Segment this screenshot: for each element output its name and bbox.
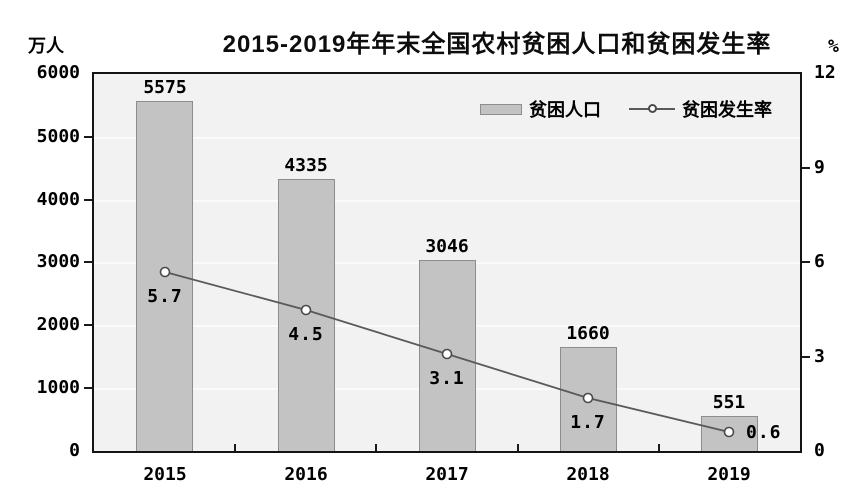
bar-value-label: 3046 (425, 236, 469, 257)
rate-marker-2016 (300, 304, 312, 316)
bar-value-label: 4335 (284, 155, 328, 176)
left-axis-tickmark (84, 324, 92, 326)
right-axis-tick: 0 (814, 440, 825, 461)
right-axis-unit: % (828, 36, 839, 57)
rate-marker-2019 (723, 426, 735, 438)
left-axis-tick: 2000 (36, 314, 80, 335)
right-axis-tickmark (802, 167, 810, 169)
x-axis-tickmark (517, 444, 519, 451)
legend: 贫困人口 贫困发生率 (480, 96, 772, 122)
plot-area: 5575 4335 3046 1660 551 5.7 4.5 3.1 1.7 … (92, 72, 802, 453)
legend-line-label: 贫困发生率 (682, 100, 772, 120)
bar-value-label: 5575 (143, 77, 187, 98)
left-axis-unit: 万人 (28, 36, 64, 56)
legend-item-bar: 贫困人口 (480, 96, 601, 122)
gridline (94, 200, 800, 202)
legend-bar-label: 贫困人口 (529, 100, 601, 120)
left-axis-tick: 3000 (36, 251, 80, 272)
left-axis-tick: 1000 (36, 377, 80, 398)
right-axis-tickmark (802, 261, 810, 263)
x-axis-label: 2017 (425, 464, 469, 485)
left-axis-tick: 4000 (36, 189, 80, 210)
rate-marker-2018 (582, 392, 594, 404)
rate-line-chart (159, 266, 735, 438)
x-axis-label: 2019 (707, 464, 751, 485)
left-axis-tickmark (84, 136, 92, 138)
legend-item-line: 贫困发生率 (629, 96, 772, 122)
right-axis-tickmark (802, 356, 810, 358)
left-axis-tick: 5000 (36, 126, 80, 147)
bar-value-label: 551 (712, 392, 746, 413)
left-axis-tickmark (84, 387, 92, 389)
left-axis-tick: 0 (69, 440, 80, 461)
bar-swatch-icon (480, 103, 522, 115)
rate-value-label: 4.5 (288, 324, 324, 345)
right-axis-tick: 6 (814, 251, 825, 272)
x-axis-label: 2015 (143, 464, 187, 485)
bar-value-label: 1660 (566, 323, 610, 344)
x-axis-tickmark (375, 444, 377, 451)
rate-value-label: 5.7 (147, 286, 183, 307)
left-axis-tick: 6000 (36, 62, 80, 83)
left-axis-tickmark (84, 261, 92, 263)
rate-marker-2015 (159, 266, 171, 278)
left-axis-tickmark (84, 199, 92, 201)
gridline (94, 137, 800, 139)
rate-value-label: 3.1 (429, 368, 465, 389)
line-marker-icon (629, 104, 675, 114)
right-axis-tick: 12 (814, 62, 836, 83)
x-axis-tickmark (658, 444, 660, 451)
x-axis-label: 2016 (284, 464, 328, 485)
right-axis-tick: 9 (814, 157, 825, 178)
rate-marker-2017 (441, 348, 453, 360)
x-axis-tickmark (234, 444, 236, 451)
chart-title: 2015-2019年年末全国农村贫困人口和贫困发生率 (222, 31, 772, 58)
rate-value-label: 0.6 (746, 422, 782, 443)
right-axis-tick: 3 (814, 346, 825, 367)
x-axis-label: 2018 (566, 464, 610, 485)
rate-value-label: 1.7 (570, 412, 606, 433)
